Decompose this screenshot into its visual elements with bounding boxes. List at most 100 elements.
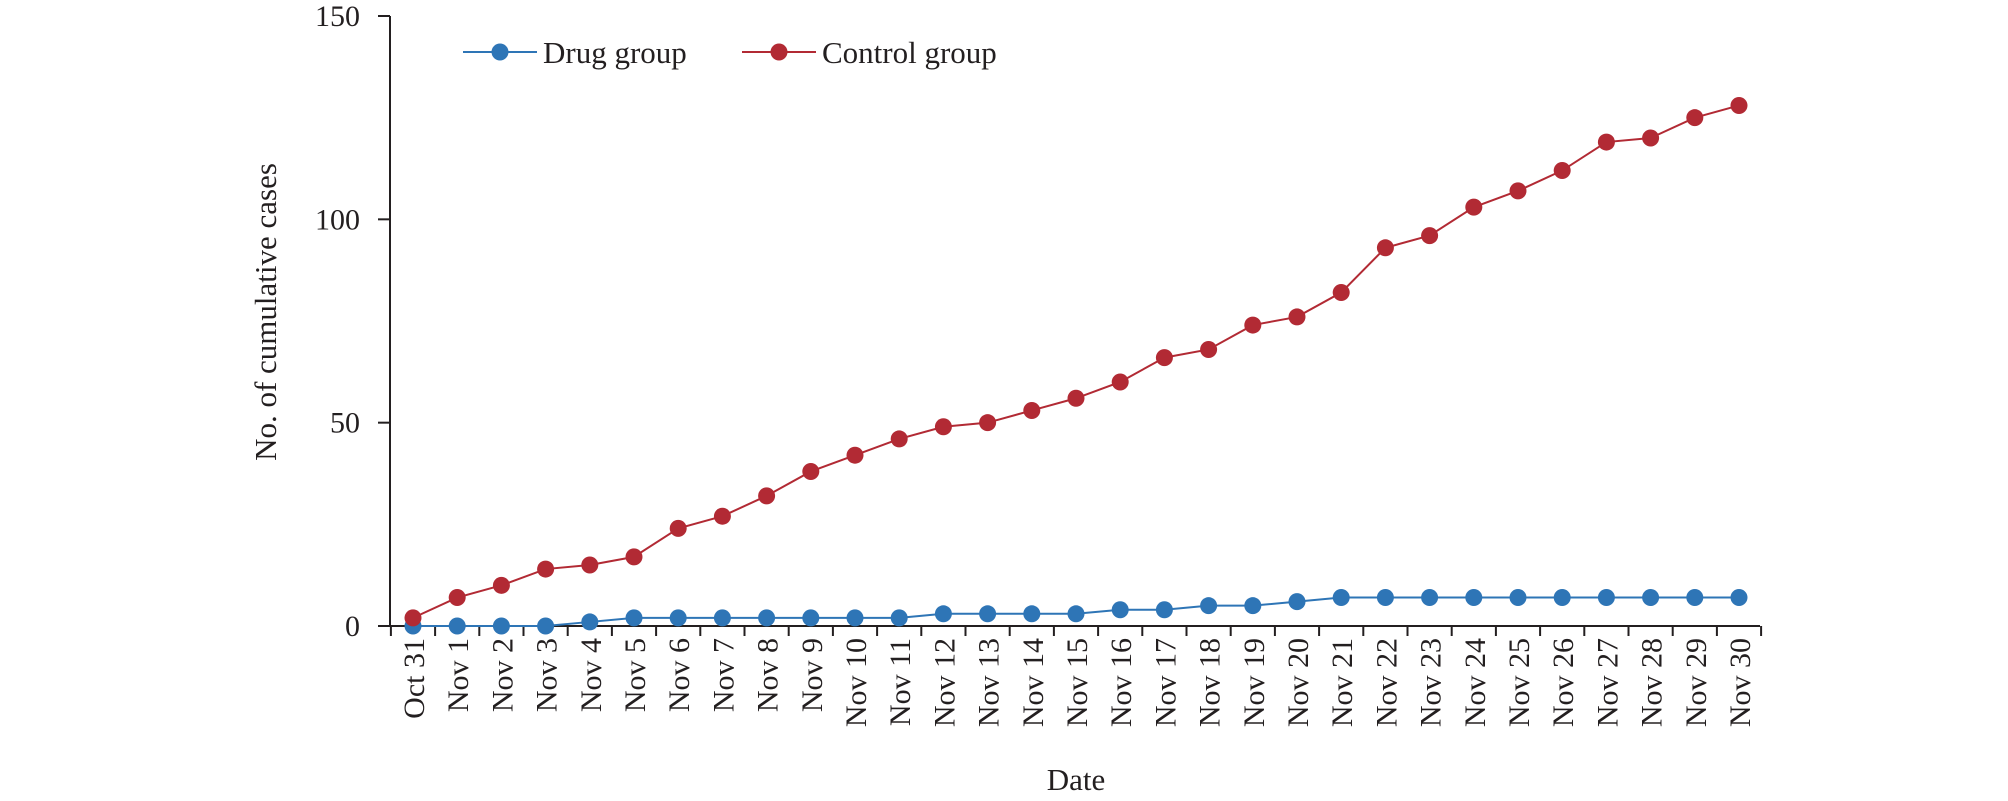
data-point-drug-group	[1067, 605, 1085, 623]
x-tick-label: Nov 14	[1017, 638, 1050, 727]
data-point-drug-group	[625, 609, 643, 627]
x-tick-label: Nov 23	[1415, 638, 1448, 727]
data-point-control-group	[1155, 349, 1173, 367]
data-point-drug-group	[1376, 589, 1394, 607]
data-point-control-group	[1730, 96, 1748, 114]
data-point-drug-group	[1111, 601, 1129, 619]
x-tick-label: Nov 24	[1459, 638, 1492, 727]
x-tick-label: Nov 29	[1680, 638, 1713, 727]
y-tick-label: 50	[330, 407, 360, 440]
data-point-control-group	[669, 519, 687, 537]
data-point-control-group	[1023, 401, 1041, 419]
x-tick-label: Nov 8	[752, 638, 785, 712]
data-point-control-group	[1509, 182, 1527, 200]
data-point-drug-group	[1465, 589, 1483, 607]
data-point-control-group	[1553, 162, 1571, 180]
data-point-drug-group	[1244, 597, 1262, 615]
data-point-drug-group	[1642, 589, 1660, 607]
x-tick-label: Nov 25	[1503, 638, 1536, 727]
x-tick-label: Nov 26	[1547, 638, 1580, 727]
x-tick-label: Nov 6	[663, 638, 696, 712]
x-tick-label: Nov 16	[1105, 638, 1138, 727]
data-point-drug-group	[448, 617, 466, 635]
data-point-drug-group	[758, 609, 776, 627]
x-tick-label: Nov 20	[1282, 638, 1315, 727]
axes: 0 50 100 150 Oct 31 Nov 1 Nov 2 Nov 3 Nov 4 Nov …	[315, 0, 1763, 727]
data-point-control-group	[1111, 373, 1129, 391]
data-point-control-group	[1288, 308, 1306, 326]
data-point-control-group	[1421, 227, 1439, 245]
data-point-drug-group	[979, 605, 997, 623]
x-tick-label: Nov 12	[928, 638, 961, 727]
data-point-drug-group	[492, 617, 510, 635]
data-point-drug-group	[1200, 597, 1218, 615]
data-point-drug-group	[802, 609, 820, 627]
data-point-drug-group	[713, 609, 731, 627]
data-point-control-group	[1244, 316, 1262, 334]
legend-item-drug-group: Drug group	[463, 35, 687, 70]
x-tick-label: Nov 17	[1149, 638, 1182, 727]
data-point-drug-group	[1730, 589, 1748, 607]
data-point-drug-group	[1023, 605, 1041, 623]
y-axis-ticks: 0 50 100 150	[315, 0, 390, 643]
x-tick-label: Nov 2	[486, 638, 519, 712]
data-point-control-group	[1200, 340, 1218, 358]
data-point-control-group	[934, 418, 952, 436]
data-point-control-group	[404, 609, 422, 627]
x-tick-label: Nov 10	[840, 638, 873, 727]
data-point-control-group	[537, 560, 555, 578]
data-point-drug-group	[581, 613, 599, 631]
data-point-drug-group	[1332, 589, 1350, 607]
x-tick-label: Nov 11	[884, 638, 917, 726]
x-tick-label: Nov 19	[1238, 638, 1271, 727]
data-point-drug-group	[1288, 593, 1306, 611]
x-tick-label: Nov 22	[1370, 638, 1403, 727]
legend-label-control-group: Control group	[822, 35, 997, 70]
data-point-control-group	[625, 548, 643, 566]
data-point-drug-group	[537, 617, 555, 635]
x-tick-label: Nov 21	[1326, 638, 1359, 727]
x-tick-label: Oct 31	[398, 638, 431, 719]
data-point-drug-group	[934, 605, 952, 623]
x-tick-label: Nov 5	[619, 638, 652, 712]
legend-label-drug-group: Drug group	[543, 35, 687, 70]
y-axis-title: No. of cumulative cases	[248, 163, 283, 461]
data-point-control-group	[492, 576, 510, 594]
x-tick-label: Nov 7	[707, 638, 740, 712]
data-point-control-group	[802, 462, 820, 480]
x-tick-label: Nov 13	[973, 638, 1006, 727]
data-point-drug-group	[1553, 589, 1571, 607]
x-tick-label: Nov 4	[575, 638, 608, 712]
x-tick-label: Nov 30	[1724, 638, 1757, 727]
x-tick-label: Nov 28	[1636, 638, 1669, 727]
x-tick-label: Nov 1	[442, 638, 475, 712]
y-tick-label: 100	[315, 203, 360, 236]
data-point-control-group	[758, 487, 776, 505]
data-point-control-group	[1686, 109, 1704, 127]
data-point-control-group	[1642, 129, 1660, 147]
legend-marker-drug-group	[491, 43, 509, 61]
data-point-control-group	[1376, 239, 1394, 257]
data-point-control-group	[1597, 133, 1615, 151]
series-control-group	[404, 96, 1748, 627]
x-tick-label: Nov 15	[1061, 638, 1094, 727]
data-point-drug-group	[1509, 589, 1527, 607]
series-drug-group	[404, 589, 1748, 635]
data-point-control-group	[1332, 284, 1350, 302]
data-point-control-group	[713, 507, 731, 525]
legend: Drug group Control group	[463, 35, 997, 70]
data-point-drug-group	[890, 609, 908, 627]
data-point-drug-group	[1155, 601, 1173, 619]
data-point-control-group	[1067, 389, 1085, 407]
data-point-drug-group	[1597, 589, 1615, 607]
data-point-control-group	[448, 589, 466, 607]
x-axis-title: Date	[1047, 762, 1106, 797]
data-point-control-group	[581, 556, 599, 574]
y-tick-label: 150	[315, 0, 360, 33]
x-tick-label: Nov 27	[1591, 638, 1624, 727]
legend-marker-control-group	[770, 43, 788, 61]
legend-item-control-group: Control group	[742, 35, 997, 70]
data-point-control-group	[979, 414, 997, 432]
x-axis-ticks: Oct 31 Nov 1 Nov 2 Nov 3 Nov 4 Nov 5 Nov 6 Nov …	[389, 626, 1763, 727]
